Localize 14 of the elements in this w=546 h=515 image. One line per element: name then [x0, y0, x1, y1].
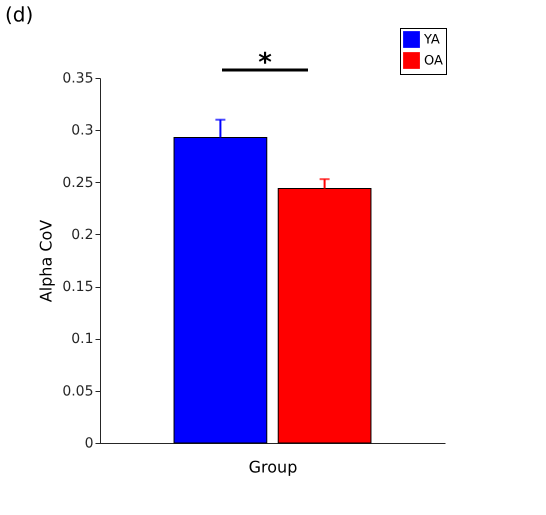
y-tick-label: 0.05: [62, 383, 94, 400]
y-tick-label: 0: [84, 436, 94, 452]
y-tick-label: 0.35: [62, 70, 94, 86]
text: *: [258, 48, 272, 78]
legend-label: YA: [423, 32, 440, 48]
y-tick-label: 0.3: [71, 122, 94, 139]
legend-label: OA: [424, 54, 444, 68]
y-tick-label: 0.2: [71, 226, 94, 243]
chart-title: (d): [5, 2, 34, 26]
y-tick-label: 0.25: [62, 174, 94, 191]
y-tick-label: 0.15: [62, 279, 94, 296]
x-axis-title: Group: [248, 458, 298, 476]
y-tick-label: 0.1: [71, 331, 94, 348]
y-axis-title: Alpha CoV: [36, 220, 56, 302]
